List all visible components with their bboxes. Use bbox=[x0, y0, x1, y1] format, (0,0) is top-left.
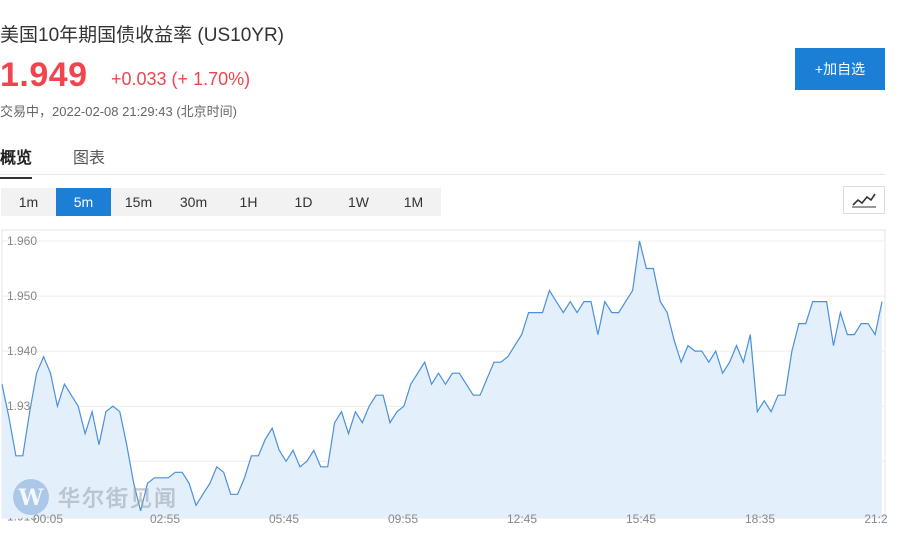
x-tick-label: 15:45 bbox=[626, 512, 656, 526]
period-1w[interactable]: 1W bbox=[348, 194, 369, 210]
x-tick-label: 18:35 bbox=[745, 512, 775, 526]
tab-chart[interactable]: 图表 bbox=[73, 150, 106, 167]
series-line bbox=[1, 240, 883, 511]
period-1m[interactable]: 1m bbox=[18, 194, 39, 210]
x-tick-label: 09:55 bbox=[388, 512, 418, 526]
period-15m[interactable]: 15m bbox=[124, 194, 153, 210]
add-watchlist-button[interactable]: +加自选 bbox=[795, 48, 885, 90]
current-price: 1.949 bbox=[0, 56, 88, 94]
x-tick-label: 12:45 bbox=[507, 512, 537, 526]
period-selector: 1m 5m 15m 30m 1H 1D 1W 1M bbox=[1, 188, 441, 216]
x-tick-label: 02:55 bbox=[150, 512, 180, 526]
w-logo-icon: W bbox=[13, 479, 49, 515]
chart-type-button[interactable] bbox=[843, 186, 885, 214]
period-30m[interactable]: 30m bbox=[179, 194, 208, 210]
page-title: 美国10年期国债收益率 (US10YR) bbox=[0, 25, 284, 46]
watermark: W 华尔街见闻 bbox=[12, 478, 178, 516]
period-1d[interactable]: 1D bbox=[294, 194, 313, 210]
trading-status: 交易中，2022-02-08 21:29:43 (北京时间) bbox=[0, 104, 237, 119]
x-tick-label: 00:05 bbox=[33, 512, 63, 526]
y-tick-label: 1.950 bbox=[7, 289, 37, 303]
tab-overview[interactable]: 概览 bbox=[0, 144, 33, 179]
x-tick-label: 05:45 bbox=[269, 512, 299, 526]
price-chart: 1.9601.9501.9401.9301.9201.91000:0502:55… bbox=[0, 228, 888, 530]
svg-text:W: W bbox=[18, 485, 44, 511]
x-tick-label: 21:2 bbox=[864, 512, 887, 526]
y-tick-label: 1.960 bbox=[7, 234, 37, 248]
period-5m[interactable]: 5m bbox=[56, 188, 111, 216]
watermark-text: 华尔街见闻 bbox=[58, 486, 179, 511]
period-1h[interactable]: 1H bbox=[239, 194, 258, 210]
price-change: +0.033 (+ 1.70%) bbox=[111, 69, 251, 89]
y-tick-label: 1.940 bbox=[7, 344, 37, 358]
tab-bar: 概览 图表 bbox=[0, 138, 885, 179]
line-chart-icon bbox=[852, 193, 876, 208]
period-1mo[interactable]: 1M bbox=[403, 194, 424, 210]
price-chart-svg: 1.9601.9501.9401.9301.9201.91000:0502:55… bbox=[1, 229, 888, 526]
